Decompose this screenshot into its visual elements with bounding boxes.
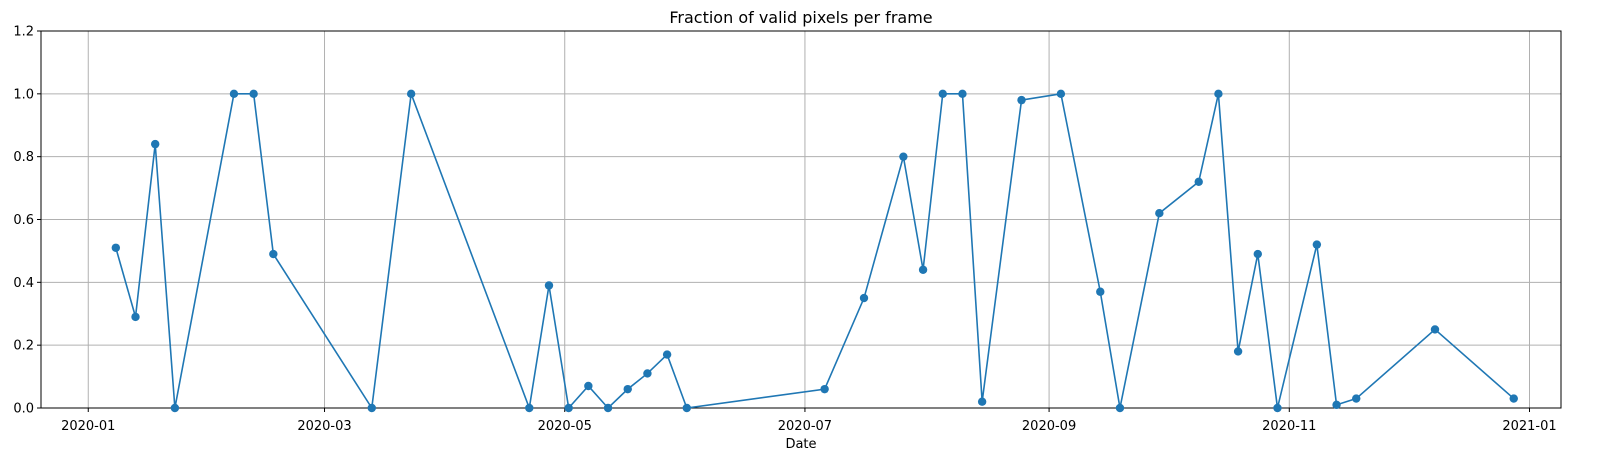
data-point [1214,89,1223,99]
data-point [1155,209,1164,218]
x-tick-label: 2021-01 [1502,419,1556,434]
y-tick-label: 1.2 [13,25,34,40]
data-point [525,403,534,413]
x-tick-label: 2020-09 [1022,419,1076,434]
data-point [859,293,869,303]
data-point [367,403,376,413]
data-point [249,89,258,99]
data-point [1273,403,1282,413]
data-point [584,381,593,391]
x-tick-label: 2020-03 [297,419,351,434]
y-tick-label: 1.0 [13,87,34,102]
data-point [958,89,967,99]
data-point [1352,394,1361,403]
series-line [115,92,1515,412]
data-point [623,384,632,394]
data-point [544,281,554,290]
y-tick-label: 0.4 [13,276,34,291]
data-point [1115,403,1125,413]
axis-ticks: 2020-01 2020-03 2020-05 2020-07 2020-09 2020-… [13,25,1556,435]
data-point [643,369,652,378]
series-group [111,89,1518,413]
data-point [1312,240,1322,249]
x-axis-label: Date [785,437,816,452]
data-point [938,89,947,99]
data-point [1233,347,1243,356]
x-tick-label: 2020-05 [538,419,592,434]
x-tick-label: 2020-11 [1262,419,1316,434]
data-point [229,89,239,99]
data-point [406,89,416,99]
data-point [1096,287,1105,296]
data-point [977,397,987,406]
data-point [269,249,278,259]
data-point [170,403,180,413]
x-tick-label: 2020-07 [778,419,832,434]
data-point [1509,394,1518,403]
data-point [150,139,160,149]
plot-area-frame [40,30,1562,409]
data-point [1332,400,1341,410]
chart-title: Fraction of valid pixels per frame [669,8,932,27]
y-tick-label: 0.0 [13,402,34,417]
x-tick-label: 2020-01 [61,419,115,434]
data-point [564,403,573,413]
data-point [662,350,672,359]
data-point [1056,89,1066,99]
data-point [603,403,613,413]
data-point [131,312,140,322]
data-point [1430,325,1440,334]
data-point [1253,249,1262,259]
y-tick-label: 0.8 [13,150,34,165]
data-point [899,152,908,161]
y-tick-label: 0.2 [13,339,34,354]
data-point [1017,95,1026,105]
data-point [1194,177,1203,186]
data-point [820,384,829,394]
data-point [111,243,121,252]
y-tick-label: 0.6 [13,213,34,228]
data-point [682,403,692,413]
data-point [918,265,928,274]
